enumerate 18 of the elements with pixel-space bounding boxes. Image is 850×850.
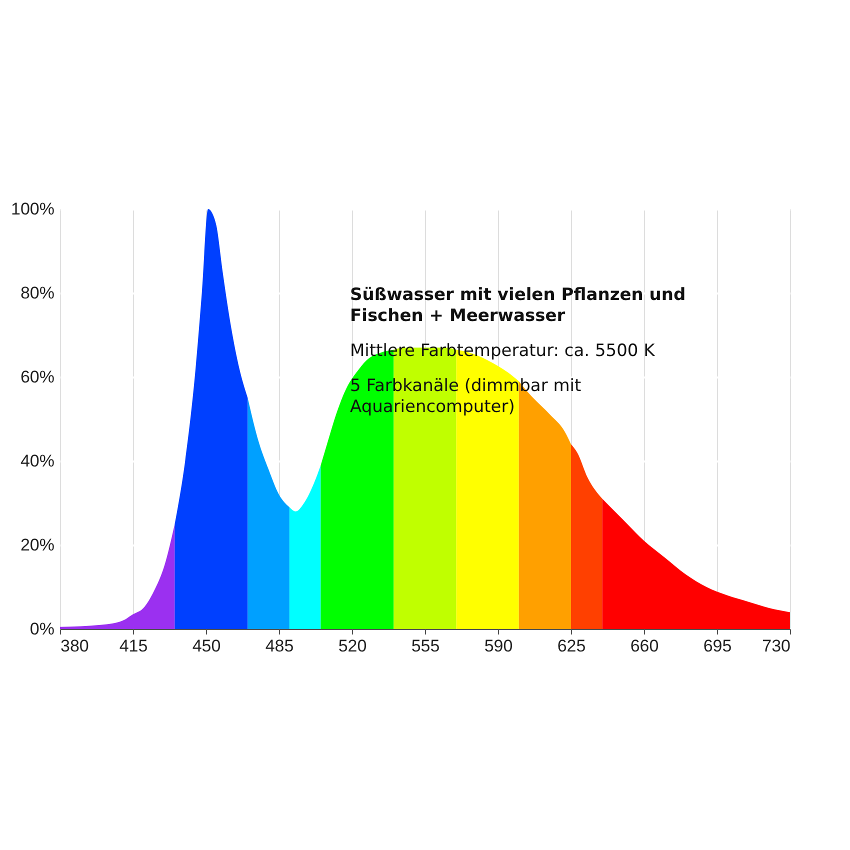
y-tick-label: 20% bbox=[20, 536, 54, 554]
x-tick-label: 695 bbox=[703, 636, 732, 656]
y-tick-label: 40% bbox=[20, 452, 54, 470]
y-tick-label: 60% bbox=[20, 368, 54, 386]
x-tick-label: 730 bbox=[762, 636, 790, 656]
y-tick-label: 100% bbox=[11, 200, 54, 218]
annotation: Süßwasser mit vielen Pflanzen und Fischen + Meerwasser bbox=[350, 285, 686, 326]
x-tick-label: 485 bbox=[265, 636, 294, 656]
x-tick-label: 450 bbox=[192, 636, 221, 656]
x-tick-label: 520 bbox=[338, 636, 367, 656]
x-tick-label: 415 bbox=[119, 636, 148, 656]
x-tick-label: 590 bbox=[484, 636, 513, 656]
y-tick-label: 80% bbox=[20, 284, 54, 302]
x-tick-label: 380 bbox=[60, 636, 89, 656]
y-tick-label: 0% bbox=[30, 620, 54, 638]
x-tick-label: 555 bbox=[411, 636, 440, 656]
x-tick-label: 660 bbox=[630, 636, 659, 656]
x-tick-label: 625 bbox=[557, 636, 586, 656]
